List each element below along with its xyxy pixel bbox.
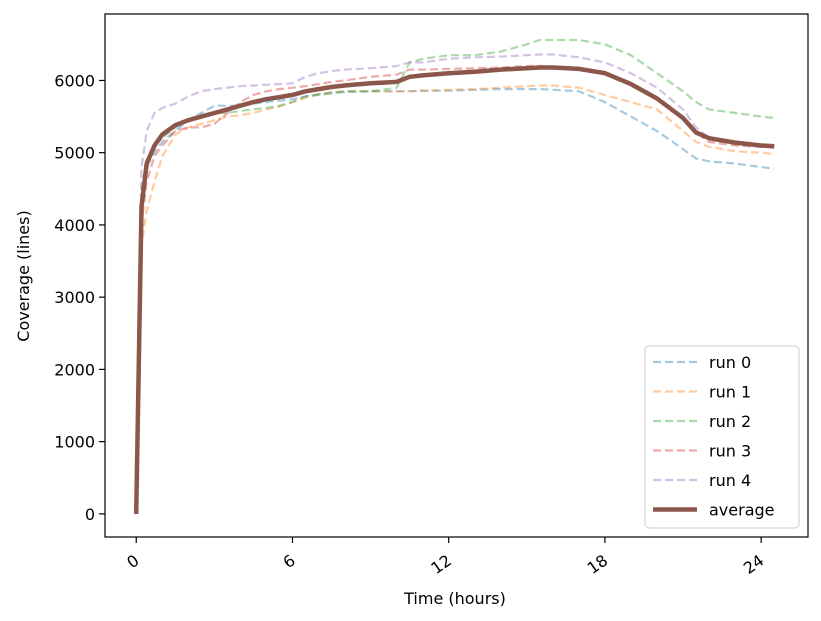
y-tick-label: 1000 bbox=[54, 433, 95, 452]
legend-entry: run 1 bbox=[709, 383, 751, 402]
series-line-average bbox=[133, 65, 775, 514]
y-tick-label: 4000 bbox=[54, 216, 95, 235]
legend-entry: run 2 bbox=[709, 412, 751, 431]
x-axis-label: Time (hours) bbox=[403, 589, 506, 608]
legend-box bbox=[644, 345, 800, 529]
legend-entry: run 3 bbox=[709, 442, 751, 461]
axes-frame bbox=[104, 13, 809, 538]
legend-entry: average bbox=[709, 501, 775, 520]
legend-entry: run 4 bbox=[709, 471, 751, 490]
legend: run 0 run 1 run 2 run 3 run 4 average bbox=[644, 345, 800, 529]
plot-area bbox=[133, 38, 775, 514]
y-axis-label: Coverage (lines) bbox=[14, 210, 33, 341]
y-tick-label: 2000 bbox=[54, 360, 95, 379]
y-tick-label: 0 bbox=[85, 505, 95, 524]
series-line-run-4 bbox=[135, 53, 775, 514]
y-tick-label: 6000 bbox=[54, 71, 95, 90]
series-line-run-1 bbox=[135, 84, 775, 514]
legend-entry: run 0 bbox=[709, 353, 751, 372]
y-tick-label: 5000 bbox=[54, 144, 95, 163]
series-line-run-2 bbox=[135, 38, 775, 514]
y-tick-label: 3000 bbox=[54, 288, 95, 307]
